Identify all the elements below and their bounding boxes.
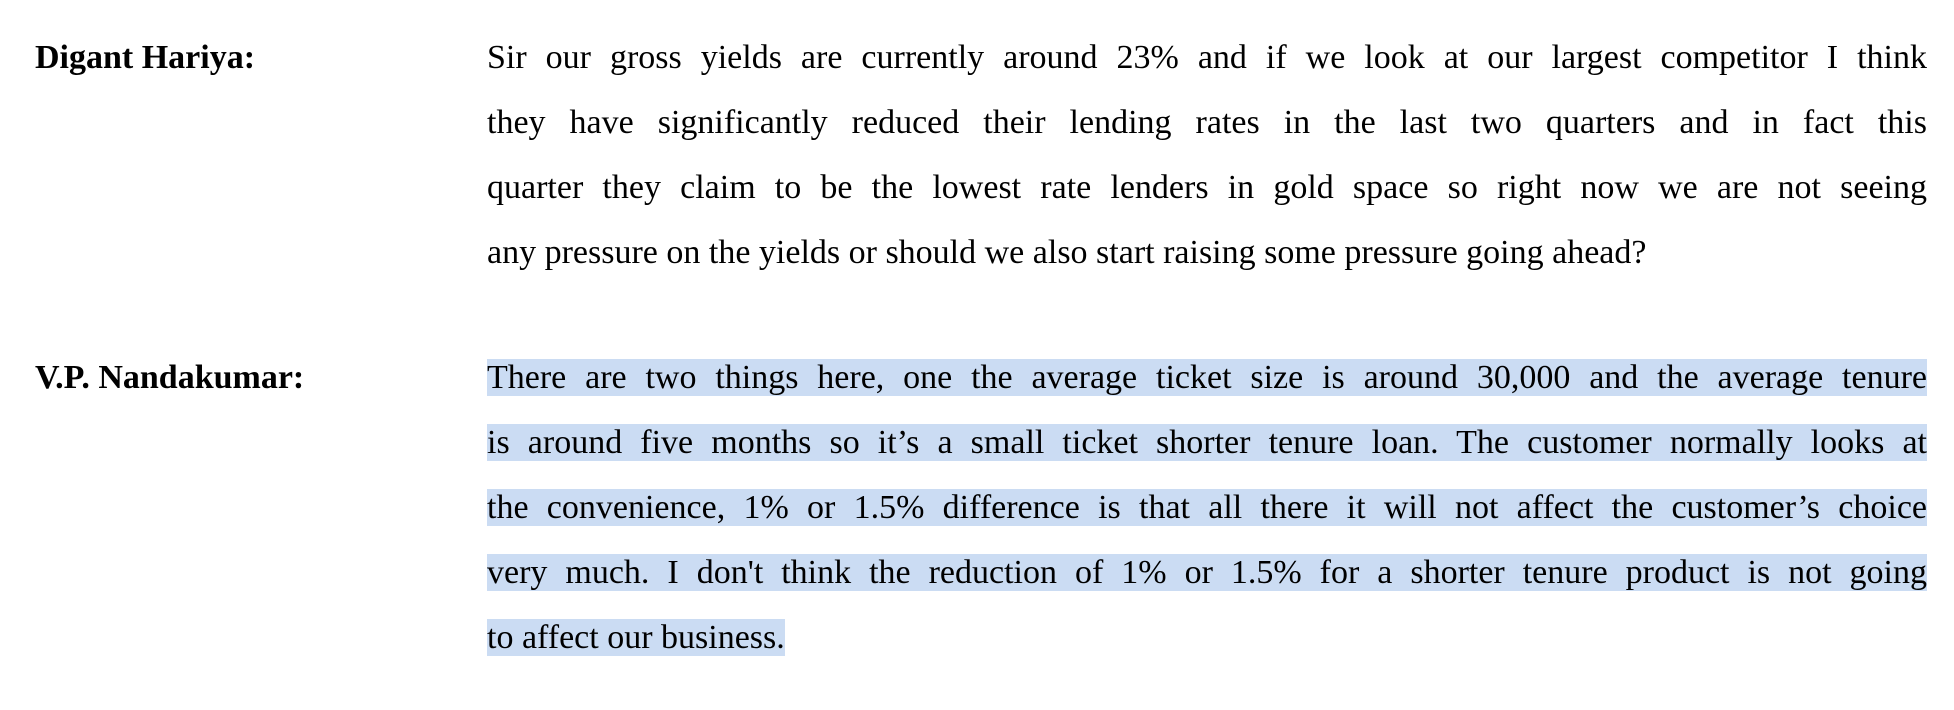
line-text: is around five months so it’s a small ti… xyxy=(487,424,1927,461)
line-text: quarter they claim to be the lowest rate… xyxy=(487,169,1927,206)
speech-paragraph: There are two things here, one the avera… xyxy=(487,345,1927,670)
speaker-name: Digant Hariya: xyxy=(35,39,256,76)
line-text: to affect our business. xyxy=(487,619,785,656)
line-text: There are two things here, one the avera… xyxy=(487,359,1927,396)
text-line: the convenience, 1% or 1.5% difference i… xyxy=(487,475,1927,540)
text-line: any pressure on the yields or should we … xyxy=(487,220,1927,285)
text-line: they have significantly reduced their le… xyxy=(487,90,1927,155)
line-text: the convenience, 1% or 1.5% difference i… xyxy=(487,489,1927,526)
text-line: is around five months so it’s a small ti… xyxy=(487,410,1927,475)
speaker-name: V.P. Nandakumar: xyxy=(35,359,305,396)
speech-paragraph: Sir our gross yields are currently aroun… xyxy=(487,25,1927,285)
text-line: There are two things here, one the avera… xyxy=(487,345,1927,410)
text-line: quarter they claim to be the lowest rate… xyxy=(487,155,1927,220)
line-text: any pressure on the yields or should we … xyxy=(487,234,1647,271)
text-line: to affect our business. xyxy=(487,605,1927,670)
text-line: Sir our gross yields are currently aroun… xyxy=(487,25,1927,90)
text-line: very much. I don't think the reduction o… xyxy=(487,540,1927,605)
line-text: they have significantly reduced their le… xyxy=(487,104,1927,141)
line-text: very much. I don't think the reduction o… xyxy=(487,554,1927,591)
line-text: Sir our gross yields are currently aroun… xyxy=(487,39,1927,76)
